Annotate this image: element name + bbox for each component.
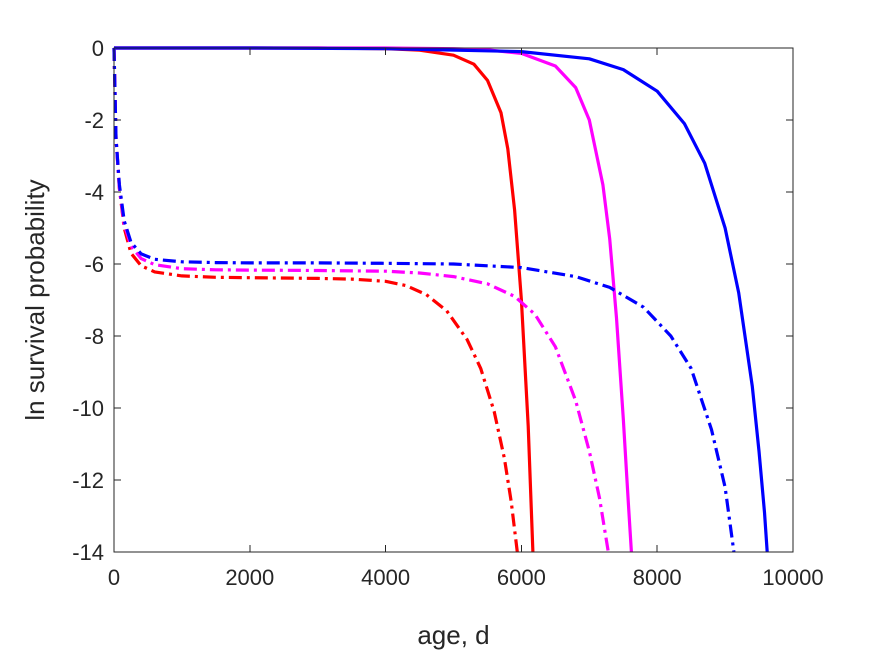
x-tick-label: 4000 [361, 565, 410, 590]
x-tick-label: 10000 [762, 565, 823, 590]
y-tick-label: 0 [92, 36, 104, 61]
series-line-4-dashdot [112, 47, 519, 553]
y-axis-label: ln survival probability [20, 179, 50, 420]
x-tick-label: 2000 [225, 565, 274, 590]
axes-layer: 0 2000 4000 6000 8000 10000 0 -2 -4 -6 -8 -10 -12 -14 [72, 36, 823, 590]
y-tick-label: -6 [84, 252, 104, 277]
series-line-6-dashdot [112, 47, 736, 553]
y-tick-label: -2 [84, 108, 104, 133]
x-tick-label: 8000 [633, 565, 682, 590]
y-tick-label: -8 [84, 324, 104, 349]
y-tick-label: -10 [72, 396, 104, 421]
plot-area [114, 48, 793, 552]
y-tick-label: -12 [72, 468, 104, 493]
x-axis-label: age, d [417, 620, 489, 650]
x-tick-label: 0 [108, 565, 120, 590]
y-tick-label: -14 [72, 540, 104, 565]
x-tick-label: 6000 [497, 565, 546, 590]
y-tick-label: -4 [84, 180, 104, 205]
axes-box [113, 47, 794, 553]
series-line-3-solid [114, 46, 769, 553]
